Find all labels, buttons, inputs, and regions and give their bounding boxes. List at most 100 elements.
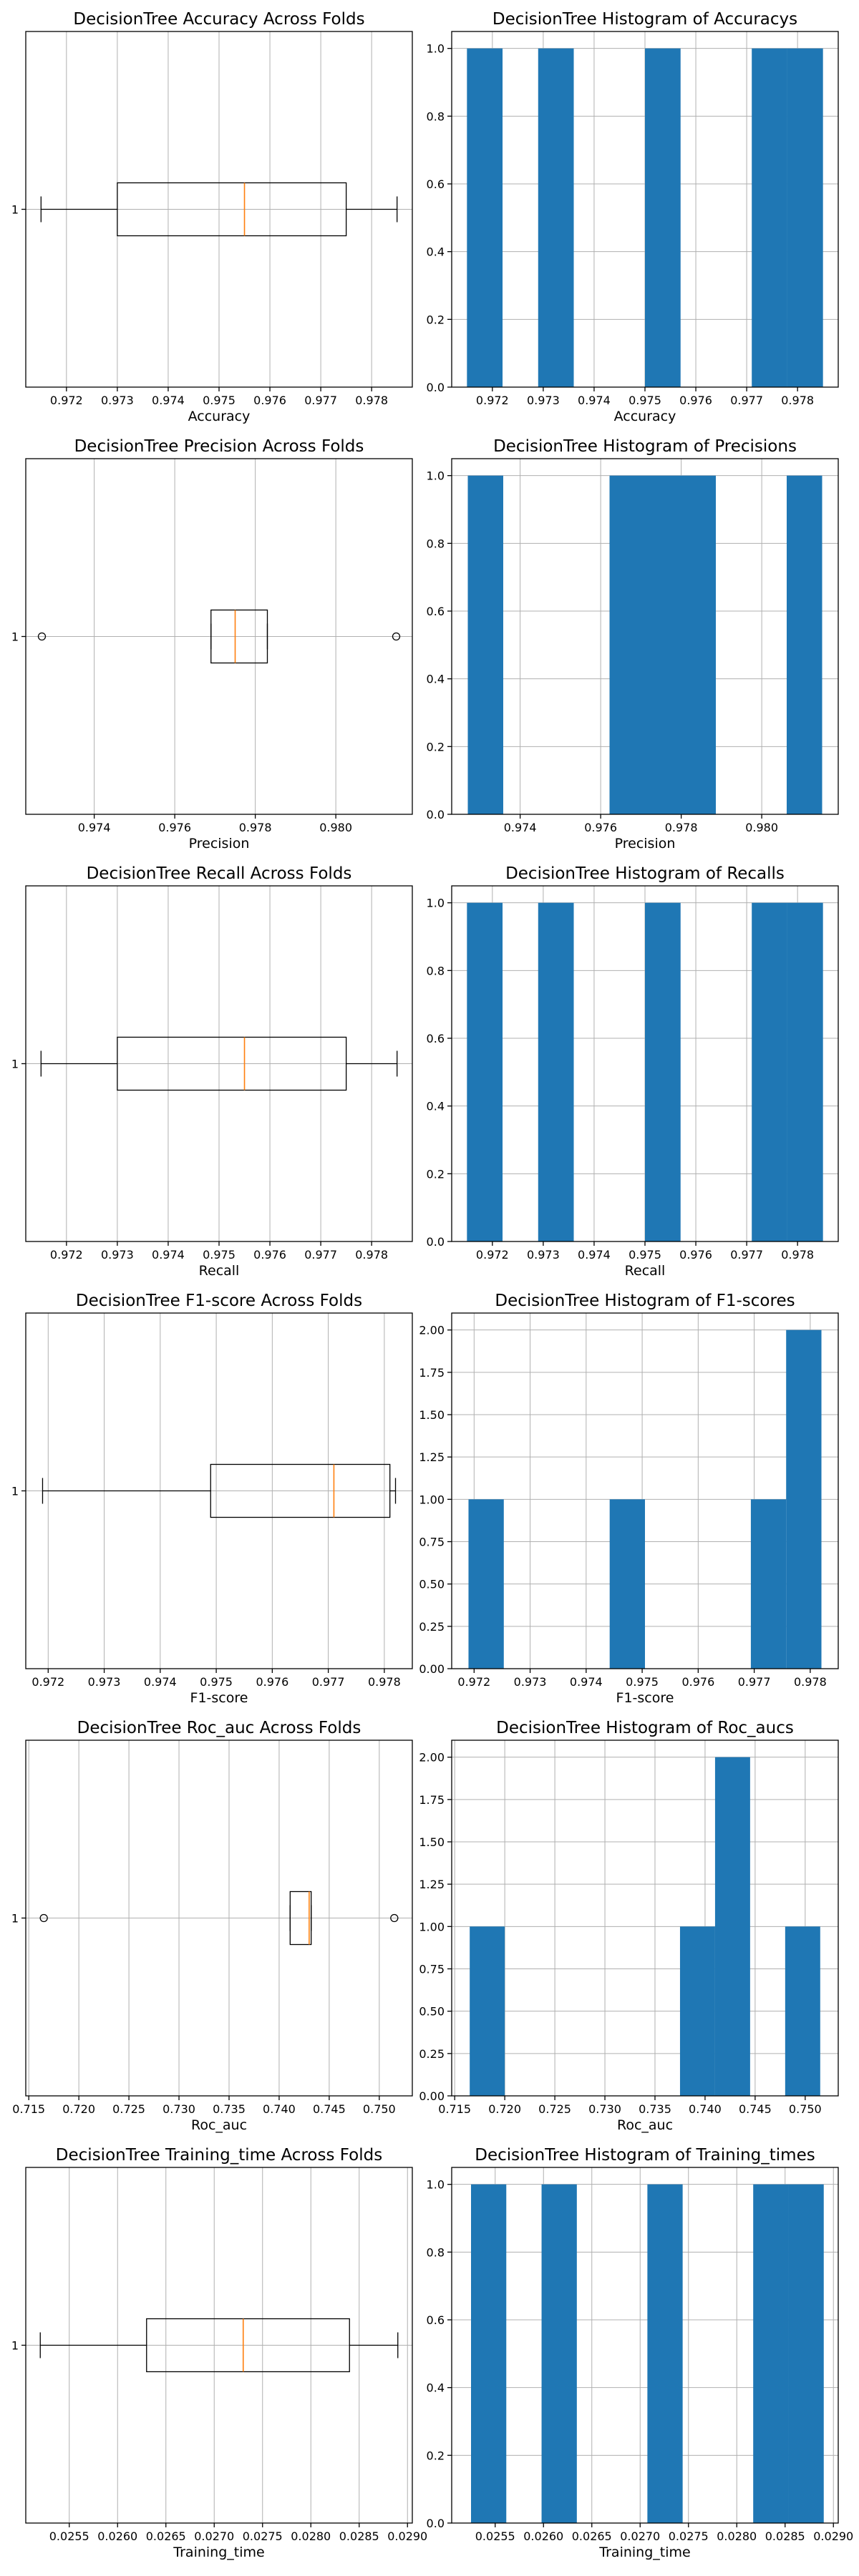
- y-tick-label: 0.8: [427, 537, 445, 550]
- subplot-6-histogram: DecisionTree Histogram of Recalls 0.972 0.…: [427, 864, 839, 1279]
- x-tick-label: 0.0290: [387, 2529, 427, 2543]
- chart-title: DecisionTree Precision Across Folds: [74, 437, 364, 456]
- x-tick-label: 0.745: [313, 2102, 346, 2116]
- x-tick-label: 0.0280: [291, 2529, 331, 2543]
- chart-title: DecisionTree Roc_auc Across Folds: [77, 1719, 361, 1737]
- x-tick-label: 0.975: [626, 1675, 659, 1689]
- chart-title: DecisionTree Histogram of Accuracys: [492, 10, 797, 29]
- y-tick-label: 0.6: [427, 605, 445, 618]
- y-tick-label: 1.25: [419, 1450, 445, 1464]
- subplot-11-box: DecisionTree Training_time Across Folds 0…: [11, 2146, 427, 2560]
- y-tick-label: 0.50: [419, 1578, 445, 1591]
- x-axis-label: F1-score: [190, 1690, 248, 1706]
- subplot-12-histogram: DecisionTree Histogram of Training_times…: [427, 2146, 854, 2560]
- chart-title: DecisionTree Training_time Across Folds: [56, 2146, 382, 2165]
- x-tick-label: 0.975: [203, 394, 236, 407]
- x-tick-label: 0.973: [514, 1675, 547, 1689]
- x-tick-label: 0.976: [253, 1248, 286, 1262]
- y-tick-label: 1.00: [419, 1493, 445, 1506]
- histogram-bar: [467, 475, 503, 814]
- histogram-bar: [609, 1499, 645, 1669]
- histogram-bar: [680, 475, 716, 814]
- histogram-bar: [538, 902, 574, 1241]
- y-tick-label: 1: [11, 1058, 19, 1071]
- histogram-bar: [788, 2184, 824, 2523]
- y-tick-label: 1: [11, 2339, 19, 2353]
- x-tick-label: 0.972: [476, 1248, 509, 1262]
- x-tick-label: 0.975: [200, 1675, 233, 1689]
- y-tick-label: 0.0: [427, 1235, 445, 1249]
- plot-frame: [25, 1740, 413, 2097]
- y-tick-label: 1.0: [427, 2178, 445, 2192]
- histogram-bar: [609, 475, 645, 814]
- y-tick-label: 1.50: [419, 1835, 445, 1849]
- x-tick-label: 0.980: [745, 821, 778, 834]
- y-tick-label: 0.4: [427, 673, 445, 686]
- x-tick-label: 0.0285: [765, 2529, 805, 2543]
- subplot-9-box: DecisionTree Roc_auc Across Folds 0.715 0.…: [11, 1719, 413, 2133]
- x-tick-label: 0.974: [144, 1675, 177, 1689]
- plot-frame: [451, 458, 839, 815]
- y-tick-label: 0.0: [427, 808, 445, 821]
- y-tick-label: 1.75: [419, 1793, 445, 1807]
- outlier-point: [390, 1913, 399, 1923]
- box-iqr: [117, 1036, 347, 1091]
- x-tick-label: 0.978: [781, 1248, 814, 1262]
- y-tick-label: 1: [11, 1485, 19, 1498]
- x-tick-label: 0.972: [457, 1675, 490, 1689]
- x-tick-label: 0.977: [312, 1675, 345, 1689]
- histogram-bar: [468, 1499, 504, 1669]
- y-tick-label: 0.2: [427, 740, 445, 753]
- x-tick-label: 0.976: [253, 394, 286, 407]
- x-tick-label: 0.976: [679, 1248, 712, 1262]
- x-tick-label: 0.0265: [572, 2529, 612, 2543]
- histogram-bar: [750, 1499, 787, 1669]
- chart-title: DecisionTree F1-score Across Folds: [76, 1292, 362, 1310]
- histogram-bar: [787, 48, 823, 388]
- subplot-3-box: DecisionTree Precision Across Folds 0.974…: [11, 437, 413, 852]
- y-tick-label: 0.50: [419, 2005, 445, 2019]
- x-tick-label: 0.974: [152, 394, 185, 407]
- y-tick-label: 2.00: [419, 1324, 445, 1337]
- x-tick-label: 0.0280: [717, 2529, 757, 2543]
- plot-frame: [25, 2167, 413, 2524]
- x-tick-label: 0.750: [363, 2102, 396, 2116]
- y-tick-label: 0.2: [427, 2449, 445, 2462]
- x-tick-label: 0.750: [789, 2102, 822, 2116]
- y-tick-label: 1.0: [427, 469, 445, 483]
- x-axis-label: Accuracy: [188, 409, 251, 424]
- y-tick-label: 0.6: [427, 1032, 445, 1045]
- outlier-point: [37, 632, 47, 641]
- x-tick-label: 0.978: [368, 1675, 401, 1689]
- subplot-4-histogram: DecisionTree Histogram of Precisions 0.97…: [427, 437, 839, 852]
- y-tick-label: 0.4: [427, 1100, 445, 1113]
- histogram-bar: [467, 902, 503, 1241]
- x-axis-label: F1-score: [616, 1690, 674, 1706]
- x-tick-label: 0.978: [355, 1248, 388, 1262]
- outlier-point: [392, 632, 401, 641]
- subplot-8-histogram: DecisionTree Histogram of F1-scores 0.972…: [419, 1292, 839, 1706]
- x-tick-label: 0.974: [570, 1675, 603, 1689]
- x-tick-label: 0.978: [239, 821, 272, 834]
- chart-title: DecisionTree Histogram of Roc_aucs: [496, 1719, 794, 1737]
- x-tick-label: 0.977: [304, 1248, 337, 1262]
- histogram-bar: [467, 48, 503, 388]
- x-tick-label: 0.973: [101, 394, 134, 407]
- histogram-bar: [679, 1926, 715, 2096]
- x-tick-label: 0.976: [681, 1675, 714, 1689]
- x-tick-label: 0.735: [213, 2102, 246, 2116]
- x-tick-label: 0.972: [50, 1248, 83, 1262]
- histogram-bar: [470, 1926, 505, 2096]
- x-tick-label: 0.725: [112, 2102, 145, 2116]
- x-tick-label: 0.715: [438, 2102, 471, 2116]
- x-tick-label: 0.0290: [813, 2529, 853, 2543]
- histogram-bar: [752, 902, 787, 1241]
- y-tick-label: 0.4: [427, 245, 445, 259]
- chart-title: DecisionTree Histogram of Precisions: [493, 437, 797, 456]
- chart-title: DecisionTree Recall Across Folds: [87, 864, 352, 883]
- x-tick-label: 0.978: [781, 394, 814, 407]
- x-tick-label: 0.730: [162, 2102, 195, 2116]
- histogram-bar: [753, 2184, 789, 2523]
- x-tick-label: 0.974: [504, 821, 537, 834]
